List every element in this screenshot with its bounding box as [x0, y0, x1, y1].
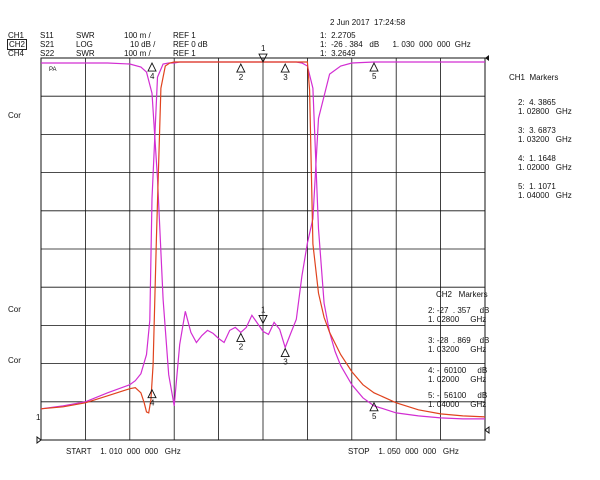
ch1-marker-entry: 5: 1. 1071 1. 04000 GHz: [518, 182, 572, 200]
marker-label: 4: [150, 72, 155, 81]
channel-format: SWR: [76, 49, 95, 58]
channel-format: SWR: [76, 31, 95, 40]
ch2-marker-entry: 2: -27 . 357 dB 1. 02800 GHz: [428, 306, 489, 324]
marker-label: 3: [283, 358, 288, 367]
ch1-marker-entry: 2: 4. 3865 1. 02800 GHz: [518, 98, 572, 116]
ch2-marker-value: 2: -27 . 357 dB: [428, 306, 490, 315]
reference-pointer-left: [36, 436, 42, 444]
marker-5: 5: [369, 401, 379, 421]
ch1-marker-freq: 1. 02800 GHz: [518, 107, 572, 116]
marker-label: 5: [372, 72, 377, 81]
ch1-marker-entry: 4: 1. 1648 1. 02000 GHz: [518, 154, 572, 172]
marker-1: 1: [258, 44, 268, 64]
channel-param: S22: [40, 49, 55, 58]
stop-frequency: STOP 1. 050 000 000 GHz: [348, 447, 459, 456]
marker-2: 2: [236, 332, 246, 351]
marker-label: 1: [261, 44, 266, 53]
marker-group: 1 2 3 4 5 1 2 3 4 5: [147, 44, 379, 421]
marker-readout-3: 1: 3.2649: [320, 49, 356, 58]
channel-ref: REF 0 dB: [173, 40, 208, 49]
marker-label: 2: [239, 342, 244, 351]
marker-3: 3: [280, 63, 290, 82]
channel-scale: 10 dB /: [130, 40, 156, 49]
channel-param: S11: [40, 31, 54, 40]
start-frequency: START 1. 010 000 000 GHz: [66, 447, 181, 456]
reference-level-label: 1: [36, 413, 41, 422]
marker-3: 3: [280, 347, 290, 367]
trace-group: [40, 61, 486, 420]
ch2-marker-freq: 1. 03200 GHz: [428, 345, 487, 354]
ch2-marker-entry: 5: -. 56100 dB 1. 04000 GHz: [428, 391, 487, 409]
marker-readout-1: 1: 2.2705: [320, 31, 356, 40]
reference-pointer-right: [484, 426, 490, 434]
channel-param: S21: [40, 40, 55, 49]
marker-label: 5: [372, 412, 377, 421]
marker-5: 5: [369, 62, 379, 81]
datetime: 2 Jun 2017 17:24:58: [330, 18, 406, 27]
ch1-markers-title: CH1 Markers: [509, 73, 559, 82]
channel-label: CH4: [8, 49, 25, 58]
channel-label: CH1: [8, 31, 25, 40]
marker-readout-2: 1: -26 . 384 dB 1. 030 000 000 GHz: [320, 40, 471, 49]
marker-2: 2: [236, 63, 246, 82]
plot-grid: [36, 55, 490, 444]
ch1-marker-value: 2: 4. 3865: [518, 98, 556, 107]
channel-scale: 100 m /: [124, 49, 151, 58]
ch2-marker-value: 5: -. 56100 dB: [428, 391, 488, 400]
channel-ref: REF 1: [173, 49, 196, 58]
marker-4: 4: [147, 62, 157, 81]
marker-label: 3: [283, 73, 288, 82]
ch1-marker-value: 4: 1. 1648: [518, 154, 556, 163]
ch1-marker-entry: 3: 3. 6873 1. 03200 GHz: [518, 126, 572, 144]
correction-label-2: Cor: [8, 305, 21, 314]
reference-pointer-right: [485, 55, 489, 61]
channel-label-active: CH2: [7, 39, 28, 50]
trace-s11: [41, 61, 485, 406]
ch1-marker-freq: 1. 02000 GHz: [518, 163, 572, 172]
marker-label: 4: [150, 399, 155, 408]
ch2-marker-entry: 4: -. 60100 dB 1. 02000 GHz: [428, 366, 487, 384]
ch1-marker-freq: 1. 03200 GHz: [518, 135, 572, 144]
ch2-marker-value: 3: -28 . 869 dB: [428, 336, 490, 345]
channel-scale: 100 m /: [124, 31, 151, 40]
ch2-markers-title: CH2 Markers: [436, 290, 488, 299]
ch1-marker-value: 5: 1. 1071: [518, 182, 556, 191]
marker-4: 4: [147, 388, 157, 408]
channel-ref: REF 1: [173, 31, 196, 40]
ch1-marker-freq: 1. 04000 GHz: [518, 191, 572, 200]
ch2-marker-freq: 1. 04000 GHz: [428, 400, 487, 409]
ch1-marker-value: 3: 3. 6873: [518, 126, 556, 135]
trace-s22: [40, 61, 486, 418]
port-extension-label: PA: [49, 67, 57, 73]
correction-label-3: Cor: [8, 356, 21, 365]
marker-label: 2: [239, 73, 244, 82]
ch2-marker-freq: 1. 02000 GHz: [428, 375, 487, 384]
ch2-marker-freq: 1. 02800 GHz: [428, 315, 487, 324]
correction-label-1: Cor: [8, 111, 21, 120]
ch2-marker-entry: 3: -28 . 869 dB 1. 03200 GHz: [428, 336, 489, 354]
marker-1: 1: [258, 305, 268, 325]
channel-format: LOG: [76, 40, 93, 49]
marker-label: 1: [261, 305, 266, 314]
ch2-marker-value: 4: -. 60100 dB: [428, 366, 488, 375]
